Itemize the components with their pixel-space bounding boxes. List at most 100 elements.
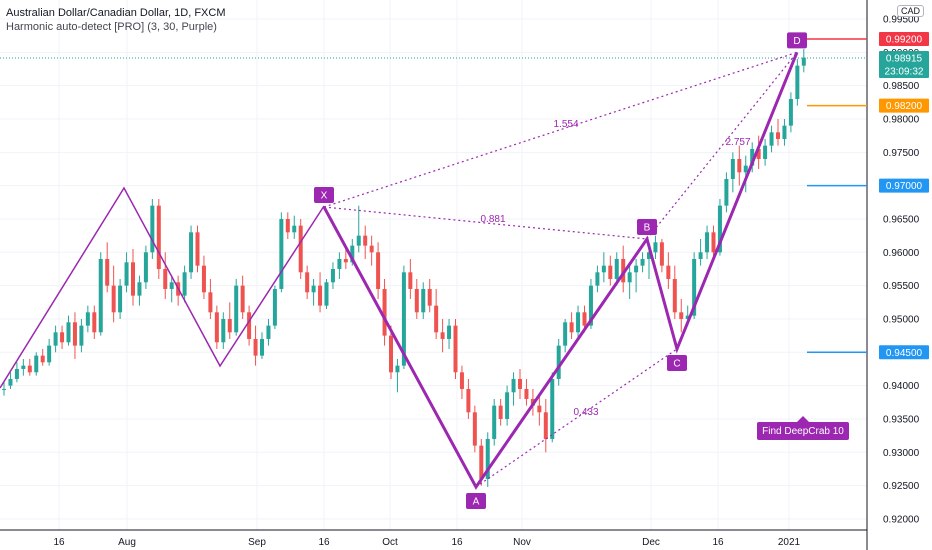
candle-body[interactable] <box>292 225 297 233</box>
candle-body[interactable] <box>2 388 6 390</box>
candle-body[interactable] <box>453 325 458 373</box>
candle-body[interactable] <box>401 272 406 366</box>
candle-body[interactable] <box>169 282 174 289</box>
candle-body[interactable] <box>143 252 148 283</box>
candle-body[interactable] <box>337 258 342 269</box>
pattern-name-box[interactable] <box>757 422 849 440</box>
candle-body[interactable] <box>698 252 703 259</box>
candle-body[interactable] <box>131 262 135 296</box>
candle-body[interactable] <box>659 242 664 266</box>
candle-body[interactable] <box>208 292 213 313</box>
candle-body[interactable] <box>376 252 381 289</box>
candle-body[interactable] <box>247 312 252 339</box>
candle-body[interactable] <box>737 158 742 173</box>
candle-body[interactable] <box>472 412 477 446</box>
candle-body[interactable] <box>60 332 65 343</box>
candle-body[interactable] <box>318 285 323 306</box>
candle-body[interactable] <box>563 322 568 346</box>
candle-body[interactable] <box>40 355 45 363</box>
candle-body[interactable] <box>356 235 361 246</box>
pattern-point-marker[interactable] <box>787 32 807 49</box>
candle-body[interactable] <box>369 245 374 253</box>
candle-body[interactable] <box>214 312 219 343</box>
candle-body[interactable] <box>163 268 168 289</box>
candle-body[interactable] <box>730 158 735 179</box>
candle-body[interactable] <box>421 288 426 313</box>
candle-body[interactable] <box>53 332 58 346</box>
candle-body[interactable] <box>92 312 97 333</box>
candle-body[interactable] <box>801 57 806 66</box>
candle-body[interactable] <box>485 438 490 479</box>
candle-body[interactable] <box>466 388 471 413</box>
candle-body[interactable] <box>492 405 497 439</box>
candle-body[interactable] <box>647 252 651 259</box>
candle-body[interactable] <box>8 378 13 386</box>
pattern-point-marker[interactable] <box>466 492 486 509</box>
candle-body[interactable] <box>621 258 626 283</box>
candle-body[interactable] <box>705 232 710 253</box>
candle-body[interactable] <box>763 145 768 159</box>
candle-body[interactable] <box>285 218 290 233</box>
candle-body[interactable] <box>350 245 355 263</box>
candle-body[interactable] <box>253 338 258 356</box>
candle-body[interactable] <box>743 165 748 173</box>
candle-body[interactable] <box>782 125 787 139</box>
candle-body[interactable] <box>330 268 335 283</box>
candle-body[interactable] <box>189 232 194 273</box>
candle-body[interactable] <box>447 325 452 339</box>
candle-body[interactable] <box>717 205 722 253</box>
candle-body[interactable] <box>363 235 368 246</box>
candle-body[interactable] <box>576 312 581 333</box>
pattern-point-marker[interactable] <box>637 218 657 235</box>
candle-body[interactable] <box>537 405 542 413</box>
candle-body[interactable] <box>750 148 755 166</box>
candle-body[interactable] <box>408 272 413 289</box>
candle-body[interactable] <box>479 445 484 479</box>
candle-body[interactable] <box>685 315 690 319</box>
candle-body[interactable] <box>582 312 587 326</box>
candle-body[interactable] <box>627 272 632 283</box>
candle-body[interactable] <box>311 285 316 293</box>
candle-body[interactable] <box>672 278 677 313</box>
indicator-label[interactable]: Harmonic auto-detect [PRO] (3, 30, Purpl… <box>6 21 217 33</box>
candle-body[interactable] <box>614 258 619 279</box>
candle-body[interactable] <box>634 265 639 273</box>
candle-body[interactable] <box>459 372 464 389</box>
candle-body[interactable] <box>550 378 555 439</box>
candle-body[interactable] <box>608 265 613 279</box>
candle-body[interactable] <box>414 288 419 313</box>
candle-body[interactable] <box>724 178 729 206</box>
candle-body[interactable] <box>34 355 39 373</box>
candle-body[interactable] <box>118 285 123 313</box>
candle-body[interactable] <box>298 225 303 273</box>
candle-body[interactable] <box>324 282 329 306</box>
symbol-title[interactable]: Australian Dollar/Canadian Dollar, 1D, F… <box>6 7 226 19</box>
candle-body[interactable] <box>595 272 600 286</box>
candle-body[interactable] <box>272 288 277 326</box>
candle-body[interactable] <box>98 258 103 333</box>
candle-body[interactable] <box>524 388 529 399</box>
candle-body[interactable] <box>382 288 387 336</box>
candle-body[interactable] <box>788 98 793 126</box>
candle-body[interactable] <box>498 405 503 419</box>
candle-body[interactable] <box>692 258 697 316</box>
candle-body[interactable] <box>66 322 71 343</box>
pattern-point-marker[interactable] <box>314 186 334 203</box>
candle-body[interactable] <box>227 318 232 333</box>
candle-body[interactable] <box>795 65 800 99</box>
candle-body[interactable] <box>221 318 226 343</box>
candle-body[interactable] <box>79 325 84 346</box>
candle-body[interactable] <box>305 272 310 293</box>
candle-body[interactable] <box>279 218 284 289</box>
candle-body[interactable] <box>14 368 19 379</box>
candle-body[interactable] <box>27 365 32 373</box>
candle-body[interactable] <box>769 132 774 146</box>
candle-body[interactable] <box>653 242 658 253</box>
candle-body[interactable] <box>711 232 716 253</box>
candle-body[interactable] <box>569 322 574 333</box>
candle-body[interactable] <box>434 305 439 333</box>
candle-body[interactable] <box>666 265 671 279</box>
candle-body[interactable] <box>260 338 264 356</box>
candle-body[interactable] <box>756 148 761 159</box>
